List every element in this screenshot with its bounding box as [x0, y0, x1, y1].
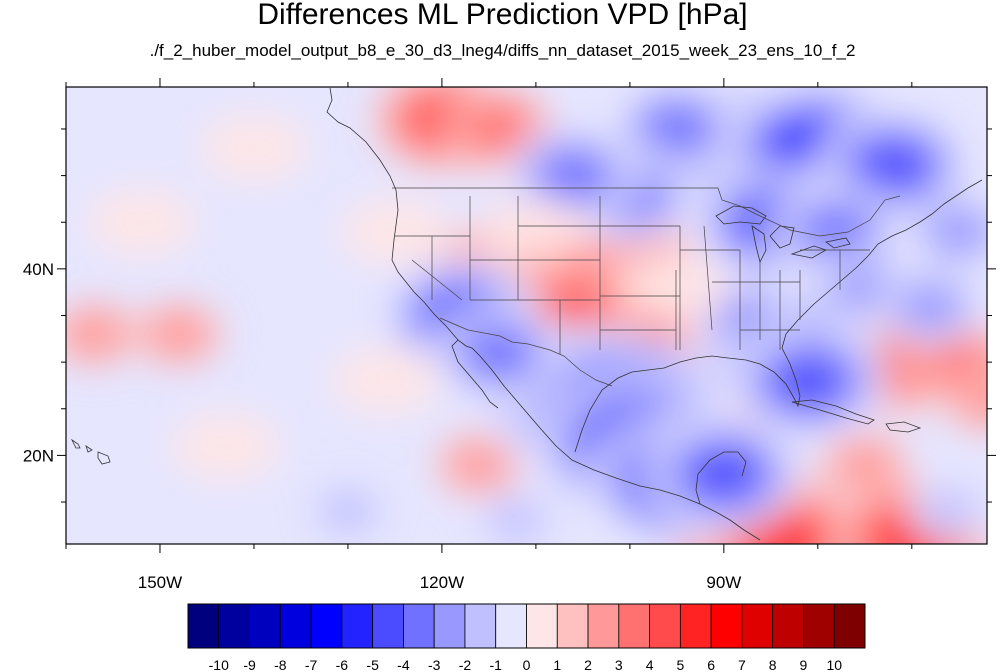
lat-tick-label: 40N: [23, 260, 54, 279]
colorbar-swatch: [556, 603, 589, 649]
colorbar-label: -2: [459, 657, 472, 672]
colorbar-label: -4: [397, 657, 410, 672]
colorbar-swatch: [587, 603, 620, 649]
colorbar-label: 1: [553, 657, 561, 672]
anomaly-blob: [480, 197, 591, 266]
colorbar-swatch: [433, 603, 466, 649]
map-subtitle: ./f_2_huber_model_output_b8_e_30_d3_lneg…: [149, 41, 856, 60]
anomaly-blob: [86, 188, 197, 257]
colorbar-label: 3: [615, 657, 623, 672]
colorbar-swatch: [710, 603, 743, 649]
anomaly-blob: [542, 152, 605, 199]
anomaly-blob: [198, 113, 309, 182]
colorbar-swatch: [372, 603, 404, 649]
lat-tick-label: 20N: [23, 446, 54, 465]
anomaly-blob: [486, 497, 549, 544]
colorbar-swatch: [187, 603, 220, 649]
colorbar-label: 2: [584, 657, 592, 672]
coastlines: [70, 87, 983, 541]
colorbar-label: -5: [366, 657, 379, 672]
lon-tick-label: 120W: [420, 573, 464, 592]
colorbar-label: -9: [243, 657, 256, 672]
colorbar-label: 6: [707, 657, 715, 672]
anomaly-blob: [955, 376, 987, 423]
colorbar-swatch: [803, 603, 835, 649]
colorbar-label: 10: [826, 657, 842, 672]
colorbar-frame: [187, 603, 866, 649]
colorbar-swatch: [279, 603, 312, 649]
colorbar-label: 0: [523, 657, 531, 672]
colorbar-label: -7: [305, 657, 318, 672]
colorbar-swatch: [679, 603, 712, 649]
anomaly-blob: [316, 488, 379, 535]
anomaly-blob: [66, 311, 126, 358]
colorbar-swatch: [526, 603, 558, 649]
political-boundaries: [392, 187, 901, 387]
colorbar-swatch: [741, 603, 774, 649]
colorbar-swatch: [310, 603, 343, 649]
anomaly-blob: [467, 105, 530, 152]
anomaly-blob: [645, 105, 708, 152]
anomaly-blob: [448, 441, 511, 488]
colorbar-label: 7: [738, 657, 746, 672]
colorbar-swatch: [618, 603, 650, 649]
anomaly-blob: [899, 283, 962, 330]
lon-tick-label: 90W: [706, 573, 741, 592]
colorbar-swatch: [341, 603, 374, 649]
anomaly-blob: [467, 329, 530, 376]
anomaly-blob: [805, 208, 868, 255]
anomaly-blob: [170, 412, 281, 481]
colorbar-swatch: [833, 603, 866, 649]
anomaly-blob: [833, 441, 896, 488]
colorbar-swatch: [772, 603, 804, 649]
colorbar-label: -1: [490, 657, 503, 672]
colorbar-swatch: [249, 603, 281, 649]
anomaly-blob: [918, 488, 981, 535]
colorbar-label: 5: [676, 657, 684, 672]
anomaly-blob: [621, 253, 732, 322]
colorbar-swatch: [218, 603, 250, 649]
map-ticks: 150W 120W 90W 40N 20N: [23, 78, 996, 592]
colorbar-swatch: [403, 603, 435, 649]
colorbar-swatch: [464, 603, 497, 649]
vpd-difference-field: [66, 87, 987, 544]
colorbar-label: -8: [274, 657, 287, 672]
anomaly-blob: [711, 292, 774, 339]
map-title: Differences ML Prediction VPD [hPa]: [257, 0, 748, 31]
anomaly-blob: [147, 311, 210, 358]
anomaly-blob: [777, 357, 840, 404]
map-area: 150W 120W 90W 40N 20N: [23, 78, 996, 592]
colorbar-label: 4: [646, 657, 654, 672]
colorbar-label: 8: [769, 657, 777, 672]
colorbar-swatch: [649, 603, 681, 649]
colorbar-label: -3: [428, 657, 441, 672]
lon-tick-label: 150W: [138, 573, 182, 592]
anomaly-blob: [861, 143, 925, 190]
anomaly-blob: [927, 208, 987, 255]
colorbar-label: -10: [209, 657, 229, 672]
colorbar-label: -6: [336, 657, 349, 672]
anomaly-blob: [330, 346, 441, 415]
colorbar-swatch: [495, 603, 527, 649]
colorbar: -10 -9 -8 -7 -6 -5 -4 -3 -2 -1 0 1 2 3 4 5 6 7 8 9 10: [187, 603, 866, 672]
colorbar-label: 9: [800, 657, 808, 672]
anomaly-blob: [692, 451, 755, 498]
